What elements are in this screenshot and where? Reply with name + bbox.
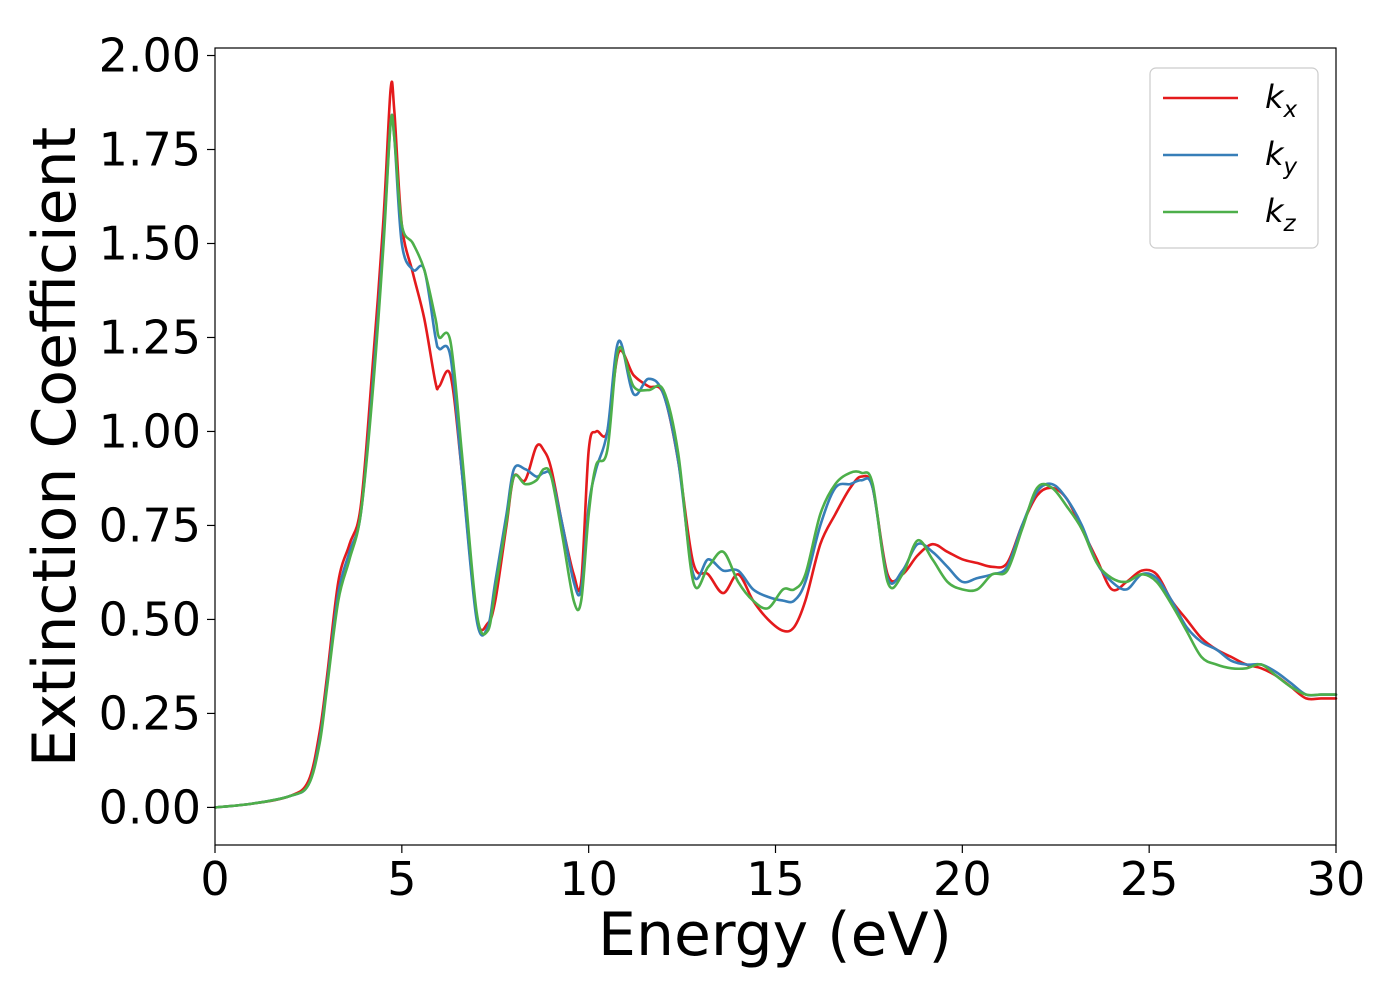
y-tick-label: 1.75 (99, 123, 201, 177)
series-line-y (213, 113, 1338, 809)
y-tick-label: 2.00 (99, 29, 201, 83)
x-tick-label: 20 (933, 852, 992, 906)
y-tick-label: 0.50 (99, 592, 201, 646)
legend-label-z: kz (1265, 192, 1297, 237)
y-tick-label: 0.75 (99, 498, 201, 552)
y-tick-label: 0.00 (99, 780, 201, 834)
x-tick-label: 10 (559, 852, 618, 906)
series-layer (213, 80, 1338, 809)
legend-label-y: ky (1265, 135, 1298, 180)
y-tick-label: 1.50 (99, 216, 201, 270)
x-tick-label: 15 (746, 852, 805, 906)
series-line-z (213, 113, 1338, 809)
x-tick-label: 25 (1120, 852, 1179, 906)
x-axis: 0 5 10 15 20 25 30 (200, 845, 1365, 906)
x-tick-label: 0 (200, 852, 229, 906)
legend-box (1149, 67, 1319, 249)
y-tick-label: 0.25 (99, 686, 201, 740)
x-tick-label: 5 (387, 852, 416, 906)
y-axis-title: Extinction Coefficient (20, 127, 90, 767)
y-axis: 0.00 0.25 0.50 0.75 1.00 1.25 1.50 1.75 2.00 (99, 29, 215, 834)
x-axis-title: Energy (eV) (598, 900, 952, 970)
y-tick-label: 1.25 (99, 310, 201, 364)
x-tick-label: 30 (1307, 852, 1366, 906)
y-tick-label: 1.00 (99, 404, 201, 458)
legend: kx ky kz (1149, 67, 1319, 249)
legend-label-x: kx (1265, 78, 1298, 123)
